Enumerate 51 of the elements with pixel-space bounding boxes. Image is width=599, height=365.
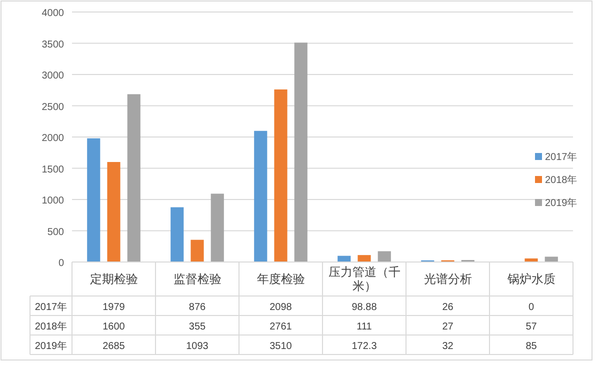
- y-tick-label: 3000: [42, 70, 64, 82]
- bar: [210, 194, 224, 262]
- data-label: 2098: [270, 302, 292, 313]
- bar: [274, 89, 288, 262]
- bar: [358, 255, 371, 262]
- bar: [170, 207, 184, 262]
- y-tick-label: 2500: [42, 102, 64, 113]
- data-label: 57: [526, 322, 538, 332]
- x-tick-label: 定期检验: [90, 272, 138, 286]
- x-tick-label: 压力管道（千米）: [328, 265, 400, 293]
- data-label: 2685: [102, 341, 126, 352]
- legend-label: 2018年: [545, 174, 578, 186]
- bar: [254, 130, 268, 262]
- bar: [294, 42, 308, 262]
- y-tick-label: 1000: [42, 196, 64, 206]
- legend-label: 2017年: [545, 151, 578, 163]
- data-label: 26: [442, 302, 454, 313]
- y-tick-label: 500: [47, 226, 64, 238]
- data-label: 111: [356, 322, 372, 332]
- x-tick-label: 锅炉水质: [506, 272, 556, 286]
- bar: [87, 138, 100, 262]
- bar: [107, 162, 120, 262]
- data-label: 1979: [102, 302, 126, 313]
- x-tick-label: 光谱分析: [424, 272, 472, 286]
- y-tick-label: 4000: [42, 8, 64, 19]
- x-tick-label: 监督检验: [173, 272, 222, 286]
- data-label: 1600: [102, 322, 126, 332]
- data-label: 27: [442, 322, 454, 332]
- data-label: 172.3: [352, 341, 378, 352]
- text: 2017年: [34, 302, 68, 313]
- data-label: 98.88: [352, 302, 378, 313]
- bar: [544, 256, 558, 262]
- y-tick-label: 3500: [42, 39, 64, 50]
- y-tick-label: 2000: [42, 133, 64, 144]
- data-label: 85: [526, 341, 538, 352]
- x-tick-label: 年度检验: [256, 272, 305, 286]
- data-label: 32: [442, 341, 454, 352]
- bar: [190, 240, 204, 262]
- data-label: 876: [188, 302, 206, 313]
- legend-label: 2019年: [545, 197, 578, 209]
- bar: [378, 251, 391, 262]
- data-label: 3510: [270, 341, 292, 352]
- data-label: 0: [528, 302, 534, 313]
- data-label: 1093: [186, 341, 209, 352]
- text: 2018年: [34, 322, 68, 332]
- bar: [127, 94, 140, 262]
- data-label: 2761: [270, 322, 292, 332]
- y-tick-label: 0: [58, 258, 64, 269]
- data-label: 355: [188, 322, 206, 332]
- y-tick-label: 1500: [42, 164, 64, 176]
- text: 2019年: [34, 341, 68, 352]
